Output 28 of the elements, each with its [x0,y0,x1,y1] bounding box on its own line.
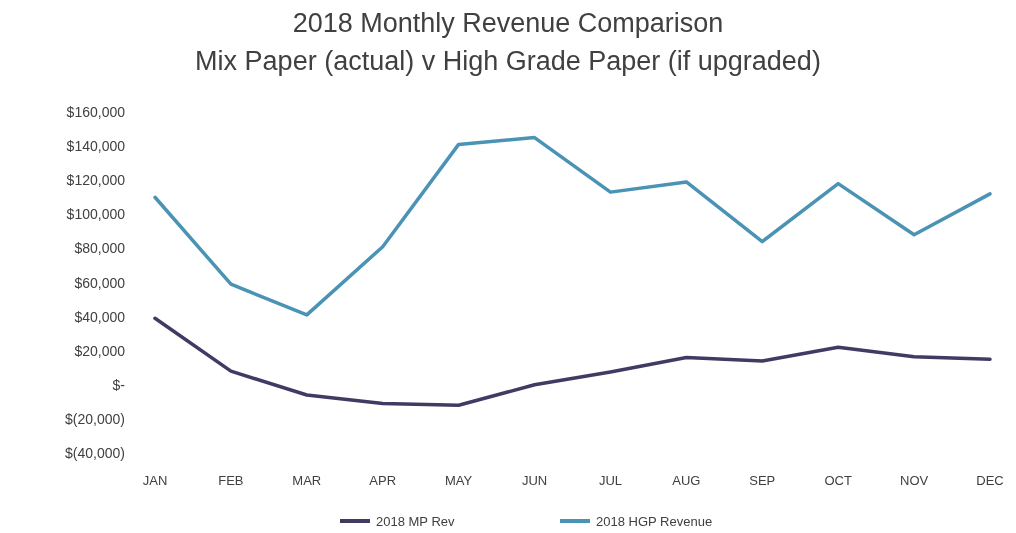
y-tick-label: $- [112,376,126,393]
line-series [153,135,992,317]
y-tick-label: $(40,000) [65,445,125,461]
x-tick-label: FEB [218,473,244,488]
y-tick-label: $20,000 [74,342,126,359]
x-tick-label: NOV [900,473,929,488]
x-tick-label: MAY [445,473,473,488]
x-tick-label: SEP [749,473,776,488]
y-tick-label: $(20,000) [65,410,125,427]
chart-title: 2018 Monthly Revenue Comparison Mix Paper (actual) v High Grade Paper (if upgraded) [195,8,821,76]
y-tick-label: $100,000 [66,206,126,223]
legend-label: 2018 MP Rev [376,514,456,529]
y-tick-label: $80,000 [74,240,126,257]
y-tick-label: $120,000 [66,172,126,189]
x-tick-label: OCT [824,473,852,488]
x-tick-label: APR [369,473,397,488]
y-tick-label: $160,000 [66,104,126,120]
x-tick-label: MAR [292,473,322,488]
y-tick-label: $60,000 [74,274,126,291]
y-tick-label: $40,000 [74,308,126,325]
y-tick-label: $140,000 [66,138,126,155]
x-tick-label: DEC [976,473,1004,488]
line-series [153,316,992,408]
x-tick-label: JUL [598,473,623,488]
x-tick-label: JUN [521,473,548,488]
legend-label: 2018 HGP Revenue [596,514,713,529]
x-tick-label: AUG [672,473,701,488]
x-tick-label: JAN [142,473,168,488]
